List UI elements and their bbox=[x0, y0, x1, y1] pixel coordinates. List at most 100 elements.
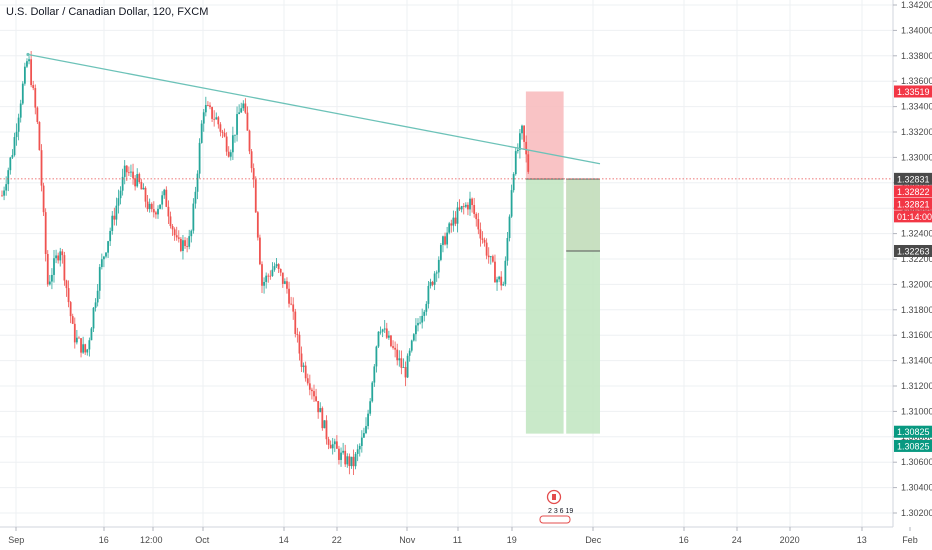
candle-body bbox=[254, 179, 257, 213]
price-tag-label: 1.30825 bbox=[897, 427, 930, 437]
price-tag-label: 01:14:00 bbox=[897, 212, 932, 222]
take-profit-zone[interactable] bbox=[566, 178, 600, 434]
candle-body bbox=[512, 174, 515, 191]
candle-body bbox=[398, 358, 401, 361]
price-tag-label: 1.33519 bbox=[897, 87, 930, 97]
candle-body bbox=[290, 303, 293, 305]
event-dates-label: 2 3 6 19 bbox=[548, 508, 573, 515]
candle-body bbox=[121, 176, 124, 191]
candle-body bbox=[483, 239, 486, 243]
price-tag bbox=[894, 172, 932, 185]
candle-body bbox=[491, 256, 494, 262]
candle-body bbox=[267, 275, 270, 277]
candle-body bbox=[379, 331, 382, 333]
time-tick-label: 24 bbox=[732, 535, 742, 545]
candle-body bbox=[59, 251, 62, 261]
candle-body bbox=[65, 280, 68, 289]
candle-body bbox=[277, 264, 280, 269]
time-tick-label: Nov bbox=[399, 535, 416, 545]
stop-loss-zone[interactable] bbox=[525, 91, 564, 179]
candle-body bbox=[94, 302, 97, 308]
candle-body bbox=[521, 125, 523, 134]
candle-body bbox=[387, 335, 390, 338]
candle-body bbox=[261, 264, 263, 286]
candle-body bbox=[323, 420, 326, 429]
candle-body bbox=[165, 189, 168, 207]
candle-body bbox=[227, 151, 230, 157]
candle-body bbox=[392, 346, 394, 348]
candle-body bbox=[161, 195, 164, 205]
candle-body bbox=[479, 229, 482, 239]
position-zones[interactable] bbox=[525, 91, 600, 434]
candle-body bbox=[123, 165, 126, 177]
candle-body bbox=[477, 219, 480, 230]
candle-body bbox=[105, 252, 107, 257]
candle-body bbox=[140, 182, 143, 190]
price-tick-label: 1.32400 bbox=[901, 229, 932, 239]
candle-body bbox=[21, 83, 24, 104]
candle-body bbox=[231, 135, 234, 153]
time-axis[interactable]: Sep 16 12:00 Oct 14 22 Nov 11 19 Dec 16 24 2020 13 Feb bbox=[0, 526, 918, 545]
candle-body bbox=[525, 141, 528, 155]
economic-event-marker[interactable]: 2 3 6 19 bbox=[539, 489, 573, 524]
candle-body bbox=[194, 191, 197, 204]
price-tag bbox=[894, 439, 932, 452]
candle-body bbox=[48, 281, 51, 285]
trend-line[interactable] bbox=[27, 53, 601, 165]
candle-body bbox=[367, 413, 369, 427]
candle-body bbox=[217, 117, 220, 125]
candle-body bbox=[321, 408, 324, 429]
candle-body bbox=[352, 456, 355, 467]
candle-body bbox=[152, 209, 155, 213]
price-tick-label: 1.33200 bbox=[901, 127, 932, 137]
trend-line-anchor[interactable] bbox=[26, 52, 30, 57]
candle-body bbox=[365, 426, 367, 434]
candle-body bbox=[209, 105, 211, 108]
candle-body bbox=[69, 302, 72, 317]
take-profit-zone[interactable] bbox=[525, 178, 564, 434]
candle-body bbox=[300, 353, 303, 367]
candle-body bbox=[182, 240, 184, 251]
candle-body bbox=[23, 66, 26, 84]
event-flag-stack-icon bbox=[539, 515, 571, 524]
candle-body bbox=[17, 117, 20, 132]
candle-body bbox=[111, 215, 114, 231]
candle-body bbox=[167, 206, 170, 217]
candle-body bbox=[373, 366, 376, 383]
candle-body bbox=[171, 226, 174, 230]
price-tag bbox=[894, 425, 932, 438]
candle-body bbox=[136, 174, 139, 187]
candle-body bbox=[42, 185, 45, 213]
candle-body bbox=[169, 216, 172, 227]
time-tick-label: 2020 bbox=[780, 535, 800, 545]
candle-body bbox=[500, 276, 503, 286]
candle-body bbox=[146, 201, 149, 210]
candle-body bbox=[221, 131, 224, 133]
candle-body bbox=[508, 216, 511, 239]
candle-body bbox=[213, 118, 216, 120]
candle-body bbox=[119, 190, 122, 199]
candle-body bbox=[196, 173, 199, 192]
candle-body bbox=[238, 112, 241, 115]
candle-body bbox=[452, 217, 455, 226]
candle-body bbox=[7, 170, 10, 185]
candle-body bbox=[256, 212, 259, 238]
candle-body bbox=[308, 383, 311, 390]
candle-body bbox=[190, 230, 193, 237]
time-tick-label: 12:00 bbox=[140, 535, 163, 545]
candle-body bbox=[356, 449, 359, 454]
drawn-lines[interactable] bbox=[0, 52, 893, 180]
candle-body bbox=[456, 207, 459, 224]
chart-title: U.S. Dollar / Canadian Dollar, 120, FXCM bbox=[6, 6, 209, 18]
candle-body bbox=[82, 344, 85, 353]
time-tick-label: Sep bbox=[8, 535, 24, 545]
candle-body bbox=[523, 125, 525, 142]
candle-body bbox=[88, 340, 91, 350]
candle-body bbox=[514, 151, 517, 175]
candle-body bbox=[40, 150, 43, 186]
time-tick-label: 19 bbox=[507, 535, 517, 545]
candle-body bbox=[306, 378, 309, 384]
chart-grid bbox=[0, 0, 893, 527]
candle-body bbox=[103, 256, 105, 260]
